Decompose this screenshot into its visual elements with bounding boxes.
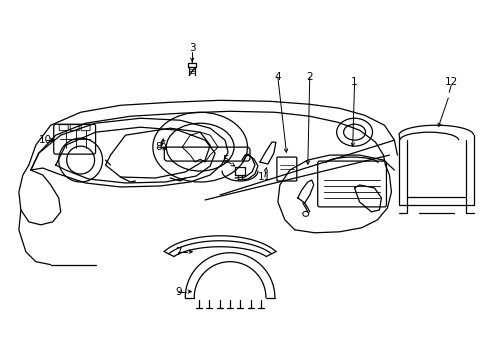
Text: 1: 1 bbox=[350, 77, 357, 87]
Text: 3: 3 bbox=[188, 42, 195, 53]
Text: 9: 9 bbox=[175, 287, 181, 297]
Text: 6: 6 bbox=[159, 140, 165, 150]
Text: 2: 2 bbox=[306, 72, 312, 82]
Text: 4: 4 bbox=[274, 72, 281, 82]
Text: 11: 11 bbox=[258, 172, 271, 182]
Text: 12: 12 bbox=[444, 77, 457, 87]
Text: 10: 10 bbox=[39, 135, 52, 145]
Text: 8: 8 bbox=[155, 142, 162, 152]
Text: 5: 5 bbox=[222, 155, 228, 165]
Text: 7: 7 bbox=[175, 247, 181, 257]
